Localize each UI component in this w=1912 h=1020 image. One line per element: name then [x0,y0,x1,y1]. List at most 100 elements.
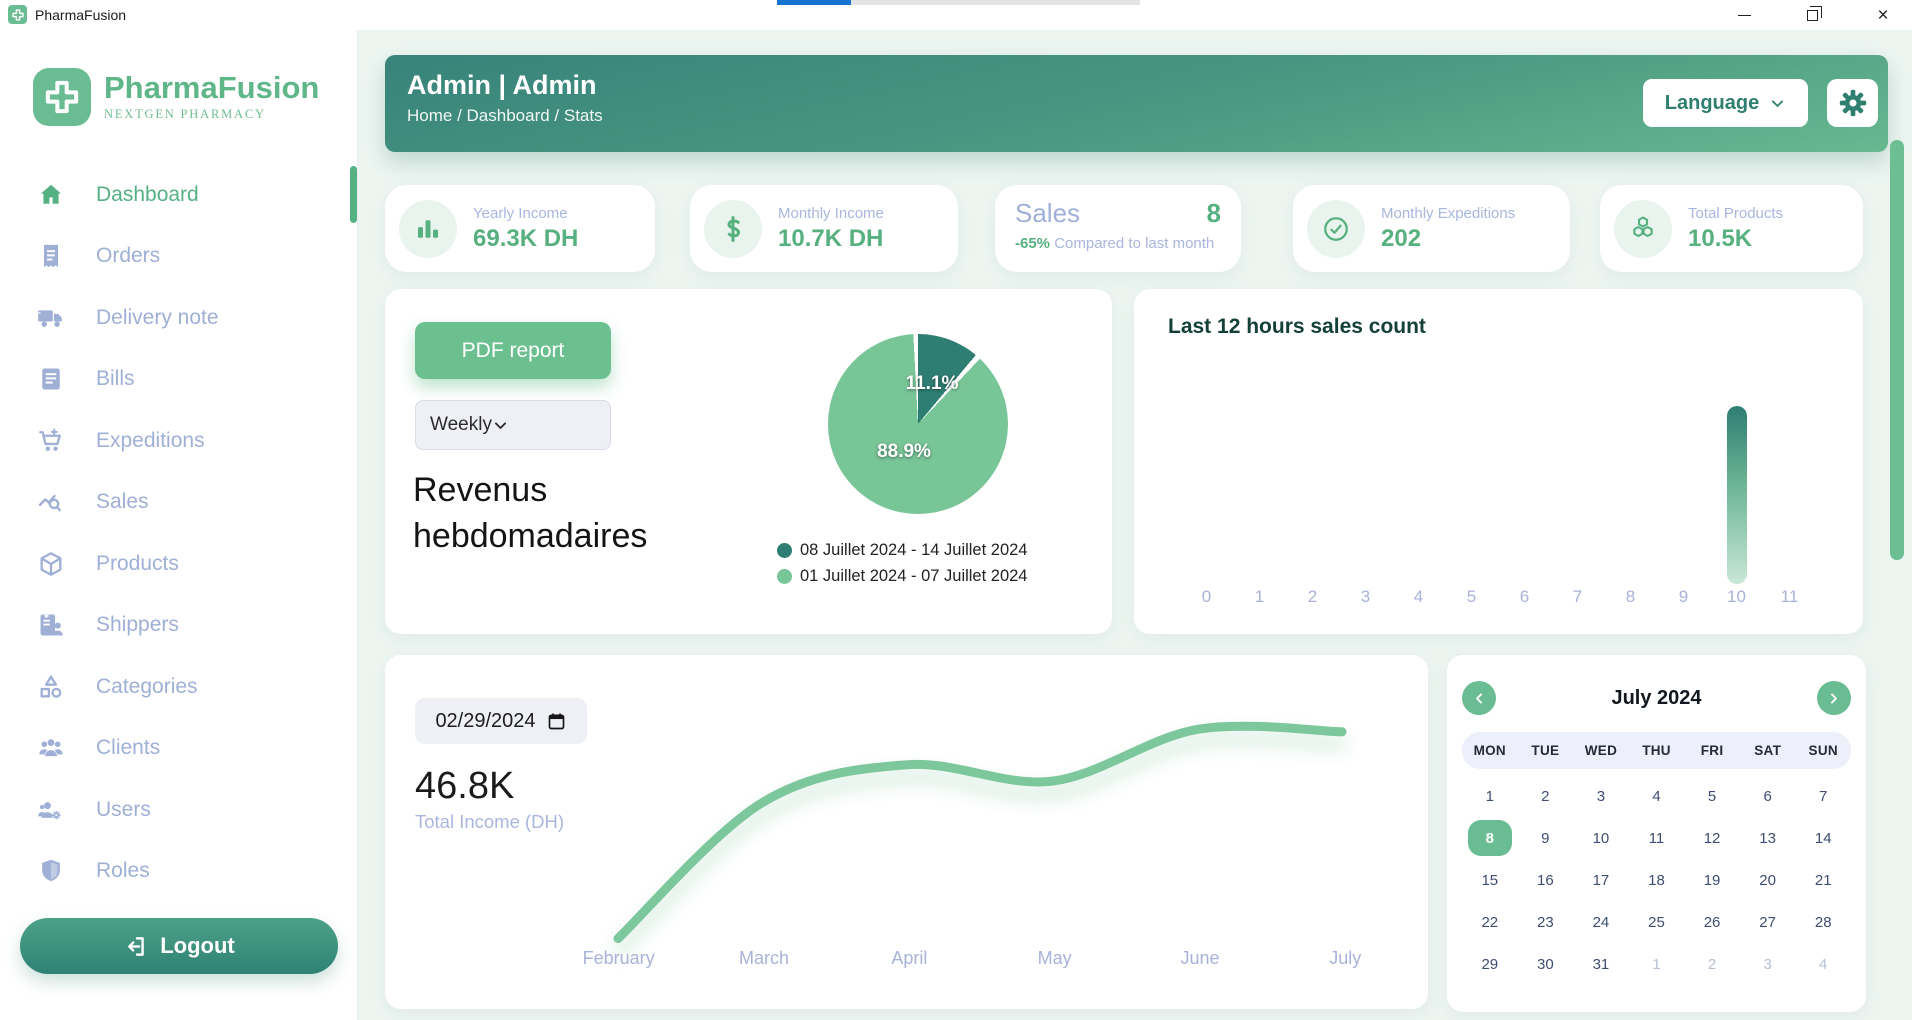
bar-slot-hour-0 [1180,394,1233,584]
hourly-sales-bar-chart [1180,394,1816,584]
calendar-day[interactable]: 22 [1462,901,1518,943]
sidebar-item-products[interactable]: Products [0,533,357,595]
calendar-day-number: 12 [1703,829,1721,847]
calendar-day[interactable]: 11 [1629,817,1685,859]
legend-label: 08 Juillet 2024 - 14 Juillet 2024 [800,541,1028,559]
chevron-left-icon [1472,691,1487,706]
x-axis-tick: 5 [1466,587,1477,606]
calendar-day-number: 11 [1648,829,1665,847]
calendar-day[interactable]: 4 [1629,775,1685,817]
calendar-day[interactable]: 10 [1573,817,1629,859]
restore-button[interactable] [1789,0,1835,30]
calendar-day[interactable]: 9 [1518,817,1574,859]
calendar-day-number: 26 [1703,913,1721,931]
minimize-button[interactable] [1721,0,1767,30]
calendar-day[interactable]: 3 [1740,943,1796,985]
calendar-day[interactable]: 15 [1462,859,1518,901]
calendar-day[interactable]: 30 [1518,943,1574,985]
calendar-day[interactable]: 7 [1795,775,1851,817]
sidebar-item-label: Users [96,797,151,821]
calendar-day-number: 28 [1814,913,1832,931]
calendar-day[interactable]: 13 [1740,817,1796,859]
calendar-day[interactable]: 19 [1684,859,1740,901]
calendar-day[interactable]: 6 [1740,775,1796,817]
stat-value: 202 [1381,224,1422,252]
calendar-next-button[interactable] [1816,681,1851,715]
sidebar-item-expeditions[interactable]: Expeditions [0,410,357,472]
calendar-day[interactable]: 17 [1573,859,1629,901]
sidebar-item-sales[interactable]: Sales [0,472,357,534]
calendar-day[interactable]: 27 [1740,901,1796,943]
sidebar-item-categories[interactable]: Categories [0,656,357,718]
calendar-day-number: 15 [1481,871,1499,889]
sidebar-item-dashboard[interactable]: Dashboard [0,164,357,226]
calendar-day[interactable]: 2 [1518,775,1574,817]
calendar-day[interactable]: 16 [1518,859,1574,901]
bar-slot-hour-6 [1498,394,1551,584]
vertical-scrollbar-thumb[interactable] [1890,140,1904,560]
sidebar-item-label: Delivery note [96,305,219,329]
sales-comparison: -65% Compared to last month [1015,235,1215,252]
calendar-day-number: 21 [1814,871,1832,889]
pie-slice-label-small: 11.1% [905,373,959,394]
home-icon [36,180,66,210]
sidebar-item-roles[interactable]: Roles [0,841,357,903]
calendar-day[interactable]: 28 [1795,901,1851,943]
sidebar-item-label: Orders [96,244,161,268]
sidebar-item-users[interactable]: Users [0,779,357,841]
sidebar-item-orders[interactable]: Orders [0,226,357,288]
calendar-day[interactable]: 3 [1573,775,1629,817]
calendar-day[interactable]: 12 [1684,817,1740,859]
calendar-day[interactable]: 14 [1795,817,1851,859]
calendar-day[interactable]: 26 [1684,901,1740,943]
calendar-day[interactable]: 1 [1629,943,1685,985]
stat-card-total-products: Total Products 10.5K [1600,185,1863,272]
sidebar-item-label: Categories [96,674,198,698]
legend-item: 08 Juillet 2024 - 14 Juillet 2024 [777,541,1028,560]
pdf-report-button[interactable]: PDF report [415,322,611,379]
calendar-day[interactable]: 31 [1573,943,1629,985]
close-button[interactable]: × [1877,4,1889,26]
calendar-day[interactable]: 20 [1740,859,1796,901]
calendar-day-number: 22 [1481,913,1499,931]
stat-value: 69.3K DH [473,224,579,252]
calendar-day-number: 20 [1759,871,1776,889]
top-scrollbar-thumb[interactable] [777,0,851,5]
sidebar-item-delivery-note[interactable]: Delivery note [0,287,357,349]
calendar-day[interactable]: 5 [1684,775,1740,817]
calendar-day-number: 31 [1592,955,1610,973]
stat-card-monthly-income: Monthly Income 10.7K DH [690,185,958,272]
calendar-icon[interactable] [546,711,567,732]
settings-button[interactable] [1827,79,1878,127]
legend-dot-icon [777,569,792,584]
calendar-day[interactable]: 18 [1629,859,1685,901]
calendar-day-number: 16 [1537,871,1554,889]
calendar-day[interactable]: 4 [1795,943,1851,985]
sidebar-item-shippers[interactable]: Shippers [0,595,357,657]
calendar-day-number: 8 [1467,820,1512,856]
calendar-prev-button[interactable] [1462,681,1496,715]
sidebar-item-bills[interactable]: Bills [0,349,357,411]
bar-slot-hour-7 [1551,394,1604,584]
x-axis-tick: 0 [1201,587,1212,606]
language-dropdown[interactable]: Language [1643,79,1808,127]
calendar-day[interactable]: 25 [1629,901,1685,943]
stat-card-monthly-expeditions: Monthly Expeditions 202 [1293,185,1570,272]
calendar-day[interactable]: 1 [1462,775,1518,817]
stat-card-sales: Sales 8 -65% Compared to last month [995,185,1241,272]
sidebar-item-clients[interactable]: Clients [0,718,357,780]
calendar-day[interactable]: 24 [1573,901,1629,943]
period-select[interactable]: Weekly [415,400,611,450]
top-scrollbar-track[interactable] [777,0,1140,5]
revenue-chart-title: Revenus hebdomadaires [413,471,648,556]
calendar-day-selected[interactable]: 8 [1462,817,1518,859]
logout-button[interactable]: Logout [20,918,338,974]
calendar-day[interactable]: 23 [1518,901,1574,943]
calendar-day[interactable]: 21 [1795,859,1851,901]
calendar-day[interactable]: 29 [1462,943,1518,985]
calendar-day[interactable]: 2 [1684,943,1740,985]
calendar-day-number: 10 [1592,829,1610,847]
date-picker-input[interactable]: 02/29/2024 [415,698,587,744]
